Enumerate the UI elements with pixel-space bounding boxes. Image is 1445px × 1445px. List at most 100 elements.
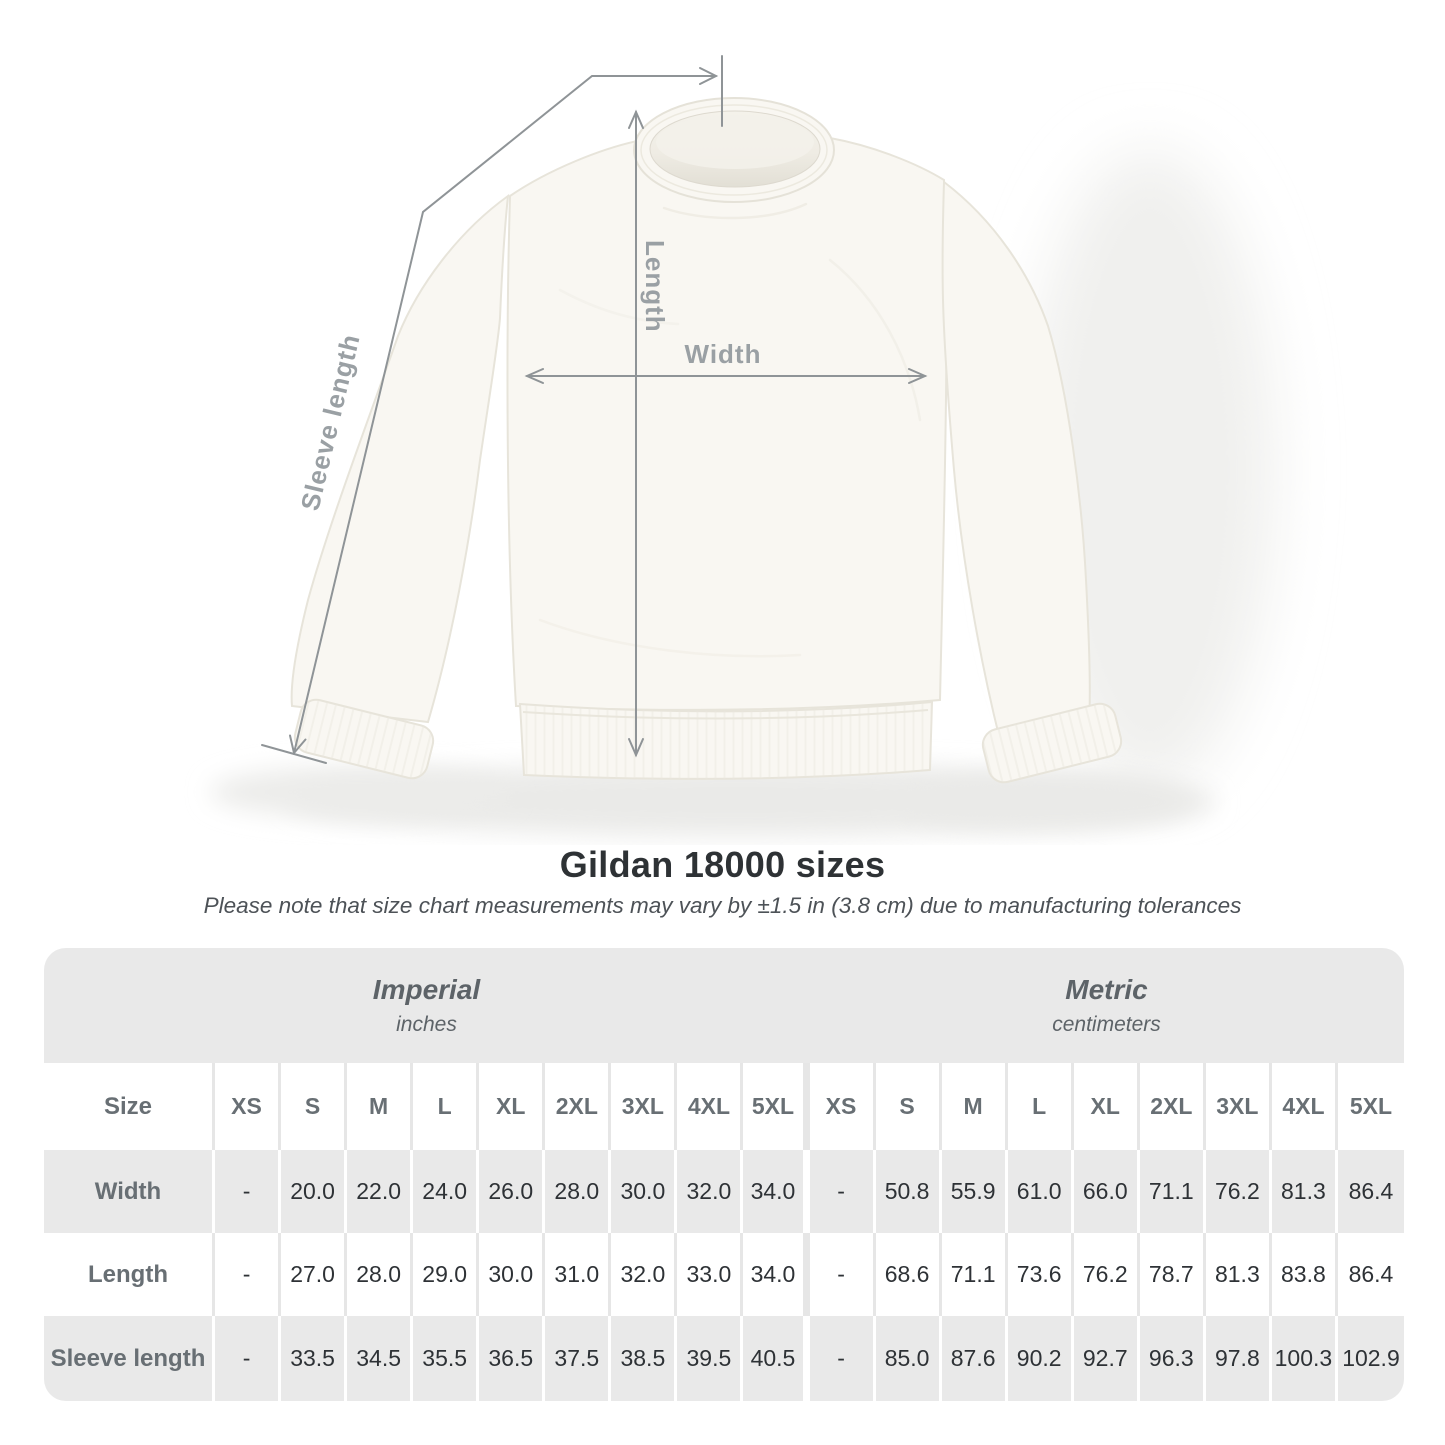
value-cell: 31.0 <box>545 1233 612 1316</box>
imperial-unit: inches <box>396 1013 457 1036</box>
collar <box>633 97 835 203</box>
value-cell: - <box>215 1150 282 1233</box>
sleeve-length-row: Sleeve length - 33.5 34.5 35.5 36.5 37.5… <box>44 1316 1404 1401</box>
imperial-title: Imperial <box>372 974 481 1005</box>
value-cell: - <box>810 1233 876 1316</box>
size-col-header: 2XL <box>545 1063 612 1150</box>
size-col-header: 5XL <box>743 1063 810 1150</box>
value-cell: 55.9 <box>942 1150 1008 1233</box>
size-col-header: 3XL <box>611 1063 678 1150</box>
value-cell: - <box>215 1233 282 1316</box>
value-cell: 86.4 <box>1348 1261 1394 1287</box>
unit-header-band: Imperial inches Metric centimeters <box>44 948 1404 1063</box>
length-label: Length <box>640 240 670 333</box>
sweatshirt-body <box>506 136 948 711</box>
size-col-header: 3XL <box>1206 1063 1272 1150</box>
value-cell: 90.2 <box>1008 1316 1074 1401</box>
metric-title: Metric <box>1065 974 1148 1005</box>
width-row: Width - 20.0 22.0 24.0 26.0 28.0 30.0 32… <box>44 1150 1404 1233</box>
length-row: Length - 27.0 28.0 29.0 30.0 31.0 32.0 3… <box>44 1233 1404 1316</box>
value-cell: 28.0 <box>347 1233 414 1316</box>
value-cell: - <box>215 1316 282 1401</box>
value-cell: 50.8 <box>876 1150 942 1233</box>
width-arrow <box>524 368 928 384</box>
size-col-header: S <box>281 1063 348 1150</box>
value-cell: 85.0 <box>876 1316 942 1401</box>
value-cell: - <box>810 1150 876 1233</box>
tolerance-note: Please note that size chart measurements… <box>203 893 1242 918</box>
value-cell: 81.3 <box>1206 1233 1272 1316</box>
value-cell: 34.5 <box>347 1316 414 1401</box>
value-cell: 36.5 <box>479 1316 546 1401</box>
value-cell: 34.0 <box>743 1150 810 1233</box>
value-cell: 22.0 <box>347 1150 414 1233</box>
size-col-header: 4XL <box>1272 1063 1338 1150</box>
fabric-creases <box>538 202 922 658</box>
value-cell: - <box>810 1316 876 1401</box>
value-cell: 34.0 <box>743 1233 810 1316</box>
size-header-row: Size XS S M L XL 2XL 3XL 4XL 5XL XS S M … <box>44 1063 1404 1150</box>
value-cell: 37.5 <box>545 1316 612 1401</box>
value-cell: 32.0 <box>611 1233 678 1316</box>
page-title: Gildan 18000 sizes <box>559 844 886 885</box>
value-cell: 102.9 <box>1342 1345 1400 1371</box>
sleeve-length-arrow <box>261 55 723 764</box>
size-col-header: 2XL <box>1140 1063 1206 1150</box>
value-cell: 86.4 <box>1348 1178 1394 1204</box>
value-cell: 24.0 <box>413 1150 480 1233</box>
value-cell: 20.0 <box>281 1150 348 1233</box>
imperial-header: Imperial inches <box>44 948 809 1063</box>
value-cell: 87.6 <box>942 1316 1008 1401</box>
value-cell: 33.5 <box>281 1316 348 1401</box>
value-cell: 32.0 <box>677 1150 744 1233</box>
metric-header: Metric centimeters <box>809 948 1404 1063</box>
value-cell: 28.0 <box>545 1150 612 1233</box>
value-cell: 61.0 <box>1008 1150 1074 1233</box>
value-cell: 66.0 <box>1074 1150 1140 1233</box>
size-table: Imperial inches Metric centimeters Size … <box>44 948 1404 1401</box>
width-label: Width <box>685 339 762 369</box>
value-cell: 76.2 <box>1074 1233 1140 1316</box>
sweatshirt-diagram: Length Width Sleeve length <box>210 55 1275 836</box>
size-col-header: 5XL <box>1349 1093 1393 1119</box>
size-col-header: M <box>942 1063 1008 1150</box>
right-cuff <box>981 702 1123 784</box>
value-cell: 76.2 <box>1206 1150 1272 1233</box>
sweatshirt-illustration <box>290 97 1123 784</box>
value-cell: 73.6 <box>1008 1233 1074 1316</box>
value-cell: 83.8 <box>1272 1233 1338 1316</box>
left-cuff <box>293 698 435 780</box>
row-label: Width <box>44 1150 215 1233</box>
value-cell: 92.7 <box>1074 1316 1140 1401</box>
size-col-header: XS <box>215 1063 282 1150</box>
size-col-header: L <box>1008 1063 1074 1150</box>
size-header: Size <box>44 1063 215 1150</box>
value-cell: 97.8 <box>1206 1316 1272 1401</box>
product-photo: Length Width Sleeve length <box>210 55 1275 836</box>
row-label: Length <box>44 1233 215 1316</box>
value-cell: 30.0 <box>479 1233 546 1316</box>
value-cell: 39.5 <box>677 1316 744 1401</box>
value-cell: 26.0 <box>479 1150 546 1233</box>
size-col-header: XL <box>479 1063 546 1150</box>
length-arrow <box>628 109 644 758</box>
size-col-header: XS <box>810 1063 876 1150</box>
value-cell: 29.0 <box>413 1233 480 1316</box>
size-col-header: 4XL <box>677 1063 744 1150</box>
value-cell: 27.0 <box>281 1233 348 1316</box>
value-cell: 30.0 <box>611 1150 678 1233</box>
size-col-header: S <box>876 1063 942 1150</box>
value-cell: 40.5 <box>743 1316 810 1401</box>
value-cell: 78.7 <box>1140 1233 1206 1316</box>
value-cell: 33.0 <box>677 1233 744 1316</box>
left-sleeve <box>290 193 510 724</box>
value-cell: 68.6 <box>876 1233 942 1316</box>
size-col-header: L <box>413 1063 480 1150</box>
value-cell: 81.3 <box>1272 1150 1338 1233</box>
size-col-header: XL <box>1074 1063 1140 1150</box>
row-label: Sleeve length <box>44 1316 215 1401</box>
value-cell: 38.5 <box>611 1316 678 1401</box>
value-cell: 71.1 <box>942 1233 1008 1316</box>
value-cell: 35.5 <box>413 1316 480 1401</box>
value-cell: 96.3 <box>1140 1316 1206 1401</box>
